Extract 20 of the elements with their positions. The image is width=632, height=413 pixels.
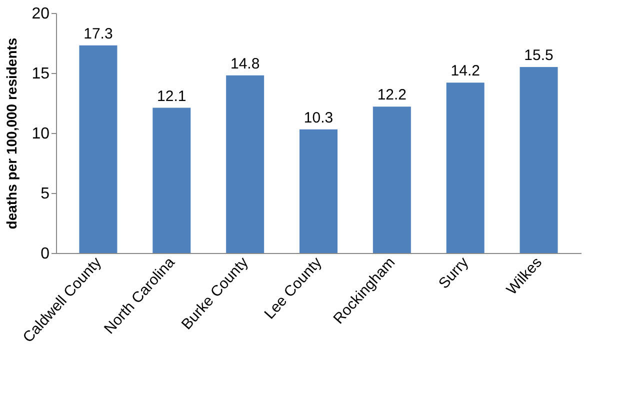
data-label: 14.8 [230, 55, 260, 72]
y-axis-title: deaths per 100,000 residents [4, 38, 20, 230]
bar [372, 106, 411, 253]
data-label: 14.2 [450, 62, 480, 80]
data-label: 15.5 [524, 47, 554, 64]
bar [446, 82, 484, 253]
bar [79, 45, 118, 253]
data-label: 10.3 [304, 109, 334, 126]
bar [226, 75, 264, 253]
data-label: 12.2 [377, 86, 407, 104]
bar [300, 129, 338, 253]
data-label: 12.1 [157, 88, 186, 105]
data-label: 17.3 [84, 25, 113, 42]
y-tick-label: 10 [32, 126, 50, 142]
bar [520, 67, 558, 253]
y-tick-label: 15 [32, 66, 50, 82]
y-tick-label: 20 [32, 6, 50, 22]
bar [152, 108, 191, 253]
y-tick-label: 5 [40, 186, 50, 202]
y-tick-label: 0 [40, 246, 50, 262]
